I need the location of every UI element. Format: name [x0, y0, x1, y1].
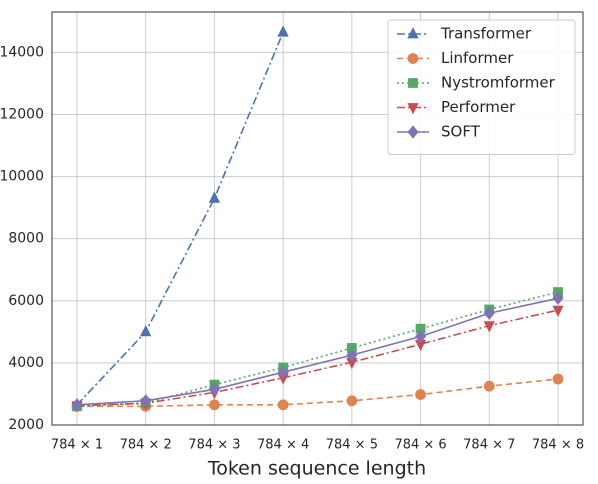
- legend: Transformer Linformer Nystromformer Perform…: [387, 19, 576, 155]
- x-tick-label: 784 × 6: [394, 438, 446, 453]
- data-point: [483, 306, 495, 320]
- y-tick-label: 14000: [0, 44, 44, 60]
- series-line: [77, 378, 559, 408]
- data-point: [483, 321, 495, 333]
- data-point: [552, 373, 564, 385]
- x-tick-label: 784 × 3: [188, 438, 240, 453]
- data-point: [346, 348, 358, 362]
- legend-label: Transformer: [440, 25, 532, 43]
- data-point: [208, 191, 221, 203]
- y-tick-label: 4000: [8, 355, 44, 371]
- data-point: [415, 389, 426, 400]
- data-point: [552, 291, 564, 305]
- data-point: [71, 398, 83, 412]
- data-point: [346, 395, 358, 407]
- series-line: [76, 291, 559, 408]
- legend-label: Performer: [441, 98, 516, 116]
- data-point: [277, 25, 289, 37]
- data-point: [140, 394, 152, 408]
- series-line: [76, 31, 284, 406]
- data-point: [415, 329, 427, 344]
- data-point: [208, 382, 220, 396]
- x-tick-label: 784 × 1: [51, 438, 103, 453]
- data-point: [277, 365, 289, 379]
- x-axis-label: Token sequence length: [207, 458, 426, 480]
- data-point: [552, 305, 564, 317]
- series-line: [76, 309, 559, 407]
- legend-marker: [407, 103, 419, 115]
- legend-label: Nystromformer: [441, 74, 556, 92]
- legend-marker: [408, 78, 418, 88]
- data-point: [277, 399, 289, 411]
- x-tick-label: 784 × 2: [120, 438, 172, 453]
- legend-label: Linformer: [441, 49, 514, 67]
- y-tick-label: 6000: [8, 293, 44, 309]
- y-tick-label: 2000: [8, 417, 44, 433]
- x-tick-label: 784 × 4: [257, 438, 309, 453]
- x-tick-label: 784 × 7: [463, 438, 515, 453]
- y-tick-label: 12000: [0, 106, 44, 122]
- data-point: [483, 380, 495, 392]
- series-line: [76, 297, 559, 406]
- x-tick-label: 784 × 5: [326, 438, 378, 453]
- data-point: [209, 399, 220, 411]
- legend-marker: [407, 125, 419, 139]
- y-tick-label: 10000: [0, 169, 44, 185]
- legend-box: [387, 19, 576, 155]
- legend-label: SOFT: [441, 123, 481, 141]
- axes-frame: [51, 11, 584, 426]
- legend-marker: [407, 27, 419, 39]
- x-tick-label: 784 × 8: [532, 438, 584, 453]
- legend-marker: [407, 53, 419, 64]
- y-tick-label: 8000: [8, 231, 44, 247]
- data-point: [140, 324, 152, 337]
